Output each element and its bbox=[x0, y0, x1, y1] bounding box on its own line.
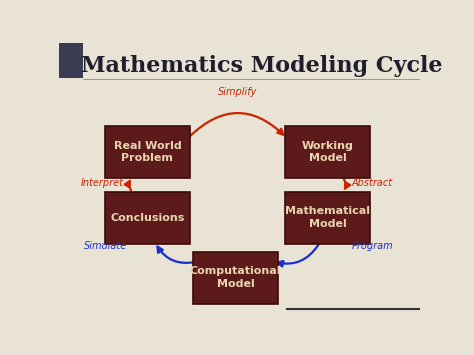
FancyBboxPatch shape bbox=[105, 192, 190, 244]
Text: Computational
Model: Computational Model bbox=[190, 267, 282, 289]
Text: Mathematical
Model: Mathematical Model bbox=[285, 206, 370, 229]
Text: Abstract: Abstract bbox=[351, 178, 392, 189]
Text: Mathematics Modeling Cycle: Mathematics Modeling Cycle bbox=[81, 55, 442, 77]
Text: Real World
Problem: Real World Problem bbox=[114, 141, 181, 163]
Text: Simplify: Simplify bbox=[218, 87, 257, 97]
FancyArrowPatch shape bbox=[190, 113, 283, 136]
FancyBboxPatch shape bbox=[285, 192, 370, 244]
Text: Interpret: Interpret bbox=[81, 178, 124, 189]
FancyArrowPatch shape bbox=[125, 181, 131, 191]
FancyArrowPatch shape bbox=[344, 179, 350, 189]
FancyArrowPatch shape bbox=[277, 245, 319, 267]
Text: Simulate: Simulate bbox=[84, 241, 127, 251]
Text: Working
Model: Working Model bbox=[301, 141, 353, 163]
FancyBboxPatch shape bbox=[193, 252, 278, 304]
Text: Program: Program bbox=[351, 241, 393, 251]
FancyBboxPatch shape bbox=[285, 126, 370, 178]
Text: Conclusions: Conclusions bbox=[110, 213, 184, 223]
FancyArrowPatch shape bbox=[157, 247, 196, 263]
FancyBboxPatch shape bbox=[105, 126, 190, 178]
FancyBboxPatch shape bbox=[59, 43, 83, 78]
